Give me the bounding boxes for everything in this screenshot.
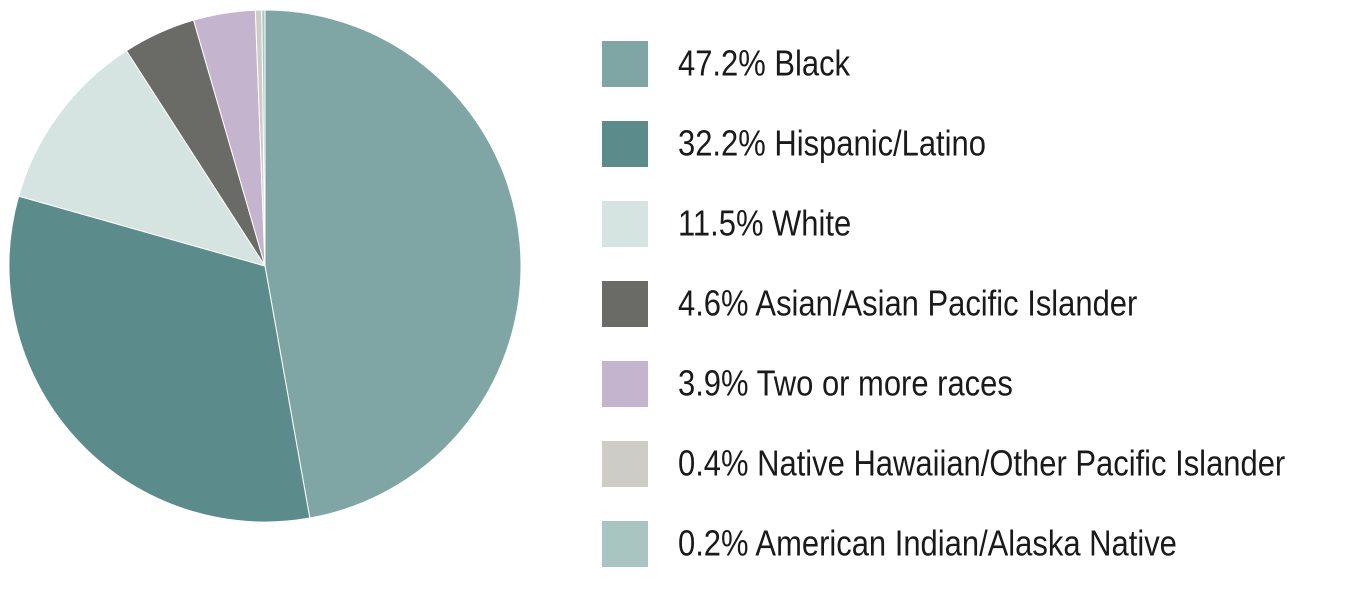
legend-label-group: 32.2% Hispanic/Latino xyxy=(678,124,986,164)
pie-slice xyxy=(18,50,267,267)
legend-label-group: 0.4% Native Hawaiian/Other Pacific Islan… xyxy=(678,444,1285,484)
legend-label-group: 11.5% White xyxy=(678,204,851,244)
legend-label-group: 3.9% Two or more races xyxy=(678,364,1013,404)
legend-swatch xyxy=(602,121,648,167)
legend-label: 32.2% Hispanic/Latino xyxy=(678,124,986,164)
legend-swatch xyxy=(602,361,648,407)
legend-swatch xyxy=(602,201,648,247)
legend-swatch xyxy=(602,41,648,87)
legend-label-group: 47.2% Black xyxy=(678,44,850,84)
legend-label-group: 0.2% American Indian/Alaska Native xyxy=(678,524,1177,564)
legend-label: 47.2% Black xyxy=(678,44,850,84)
pie-slice xyxy=(261,9,266,267)
legend-label: 11.5% White xyxy=(678,204,851,244)
legend-swatch xyxy=(602,521,648,567)
legend: 47.2% Black 32.2% Hispanic/Latino 11.5% Wh… xyxy=(602,41,1285,567)
legend-swatch xyxy=(602,281,648,327)
pie xyxy=(8,9,522,523)
legend-label: 0.2% American Indian/Alaska Native xyxy=(678,524,1177,564)
legend-label: 3.9% Two or more races xyxy=(678,364,1013,404)
legend-label: 0.4% Native Hawaiian/Other Pacific Islan… xyxy=(678,444,1285,484)
pie-slice xyxy=(8,195,311,523)
legend-label: 4.6% Asian/Asian Pacific Islander xyxy=(678,284,1137,324)
pie-slice xyxy=(264,9,522,519)
legend-swatch xyxy=(602,441,648,487)
legend-label-group: 4.6% Asian/Asian Pacific Islander xyxy=(678,284,1137,324)
